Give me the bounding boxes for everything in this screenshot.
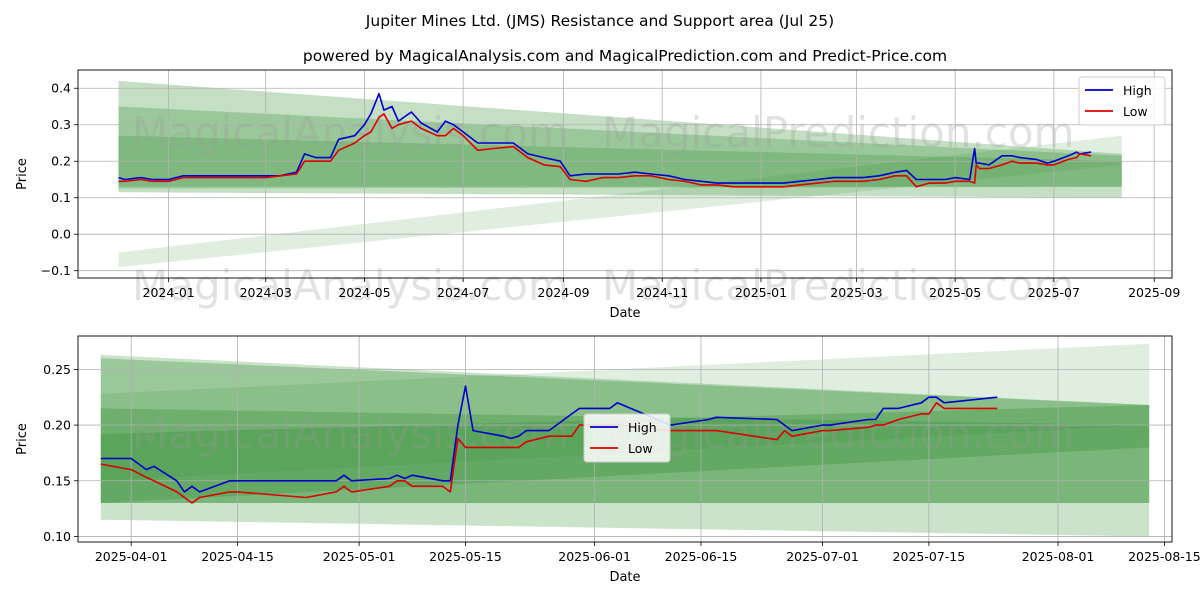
x-tick-label: 2025-05 (929, 285, 981, 300)
plot-frame (77, 69, 1173, 279)
bottom-chart: MagicalAnalysis.com MagicalPrediction.com… (15, 335, 1200, 585)
legend-label-high: High (628, 420, 657, 435)
y-tick-label: −0.1 (41, 263, 71, 278)
watermark-prediction-lower: MagicalPrediction.com (602, 261, 1075, 310)
legend-box (583, 413, 671, 463)
watermark-prediction: MagicalPrediction.com (602, 108, 1075, 157)
legend: High Low (583, 413, 671, 463)
band-4 (100, 343, 1150, 481)
y-tick-label: 0.4 (51, 81, 71, 96)
x-tick-label: 2025-04-01 (95, 549, 168, 564)
y-axis-label: Price (15, 158, 30, 190)
legend-label-high: High (1123, 83, 1152, 98)
x-tick-label: 2024-05 (338, 285, 390, 300)
legend-box (1078, 76, 1166, 126)
y-tick-label: 0.10 (43, 529, 71, 544)
chart-subtitle: powered by MagicalAnalysis.com and Magic… (303, 47, 947, 65)
y-tick-label: 0.25 (43, 362, 71, 377)
watermark-analysis: MagicalAnalysis.com (132, 108, 569, 157)
legend: High Low (1078, 76, 1166, 126)
y-tick-label: 0.2 (51, 154, 71, 169)
x-tick-label: 2024-11 (636, 285, 688, 300)
watermark-prediction: MagicalPrediction.com (602, 409, 1075, 458)
x-tick-label: 2024-07 (437, 285, 489, 300)
x-tick-label: 2025-07-01 (786, 549, 859, 564)
watermark-analysis-lower: MagicalAnalysis.com (132, 261, 569, 310)
top-chart: MagicalAnalysis.com MagicalPrediction.com… (15, 69, 1180, 321)
y-tick-label: 0.20 (43, 418, 71, 433)
x-tick-label: 2025-04-15 (201, 549, 274, 564)
x-tick-label: 2025-01 (735, 285, 787, 300)
series-high-line (100, 385, 998, 493)
x-tick-label: 2024-01 (143, 285, 195, 300)
legend-label-low: Low (628, 441, 653, 456)
x-tick-label: 2025-06-15 (665, 549, 738, 564)
series-lines (118, 92, 1092, 188)
band-0 (118, 80, 1122, 198)
x-tick-label: 2025-08-01 (1022, 549, 1095, 564)
legend-label-low: Low (1123, 104, 1148, 119)
x-tick-label: 2024-03 (240, 285, 292, 300)
x-tick-label: 2025-05-15 (429, 549, 502, 564)
series-low-line (100, 401, 998, 504)
series-lines (100, 385, 998, 504)
y-axis-label: Price (15, 423, 30, 455)
x-tick-label: 2025-05-01 (323, 549, 396, 564)
grid-lines (78, 70, 1172, 278)
x-tick-label: 2025-06-01 (558, 549, 631, 564)
x-tick-label: 2025-09 (1128, 285, 1180, 300)
x-tick-label: 2025-07 (1028, 285, 1080, 300)
chart-title: Jupiter Mines Ltd. (JMS) Resistance and … (365, 12, 834, 30)
x-tick-label: 2025-03 (830, 285, 882, 300)
series-high-line (118, 92, 1092, 184)
y-tick-label: 0.1 (51, 190, 71, 205)
band-2 (118, 135, 1122, 189)
x-tick-label: 2024-09 (537, 285, 589, 300)
plot-frame (77, 335, 1173, 543)
x-axis-label: Date (609, 306, 640, 321)
watermark-analysis: MagicalAnalysis.com (132, 409, 569, 458)
y-tick-label: 0.0 (51, 227, 71, 242)
y-tick-label: 0.15 (43, 473, 71, 488)
x-tick-label: 2025-08-15 (1128, 549, 1200, 564)
band-1 (118, 106, 1122, 187)
y-tick-label: 0.3 (51, 117, 71, 132)
x-tick-label: 2025-07-15 (893, 549, 966, 564)
x-axis-label: Date (609, 570, 640, 585)
series-low-line (118, 113, 1092, 188)
